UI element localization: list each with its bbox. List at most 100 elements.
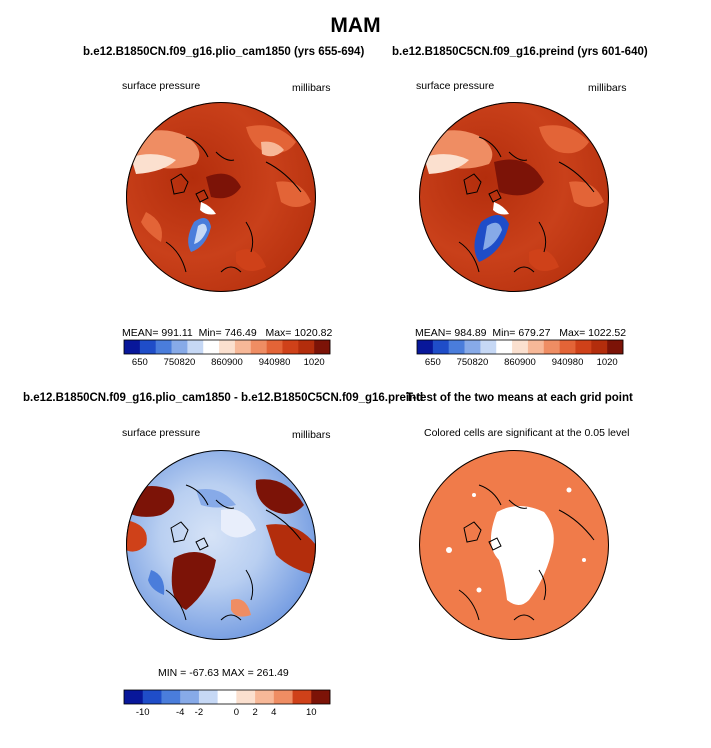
colorbar-swatch	[161, 690, 181, 704]
colorbar-tick-label: 820	[472, 357, 488, 368]
colorbar-swatch	[198, 690, 218, 704]
colorbar-tick-label: -10	[136, 707, 150, 718]
colorbar-tick-label: 980	[568, 357, 584, 368]
panel4-subtitle: Colored cells are significant at the 0.0…	[424, 427, 630, 439]
panel4-map	[419, 450, 609, 640]
colorbar-swatch	[432, 340, 449, 354]
panel3-map	[126, 450, 316, 640]
colorbar-swatch	[266, 340, 283, 354]
colorbar-swatch	[139, 340, 156, 354]
colorbar-tick-label: 980	[275, 357, 291, 368]
panel2-mean-value: 984.89	[454, 327, 487, 339]
colorbar-swatch	[217, 690, 237, 704]
colorbar-swatch	[124, 340, 141, 354]
colorbar-swatch	[124, 690, 144, 704]
colorbar-swatch	[273, 690, 293, 704]
colorbar-swatch	[171, 340, 188, 354]
panel3-variable: surface pressure	[122, 427, 201, 439]
colorbar-tick-label: 1020	[304, 357, 325, 368]
colorbar-swatch	[292, 690, 312, 704]
colorbar-swatch	[559, 340, 576, 354]
panel3-min-value: -67.63	[189, 667, 219, 679]
panel3-stats: MIN = -67.63 MAX = 261.49	[158, 667, 289, 679]
colorbar-tick-label: 860	[211, 357, 227, 368]
colorbar-swatch	[255, 690, 275, 704]
colorbar-swatch	[234, 340, 252, 354]
colorbar-tick-label: -2	[195, 707, 203, 718]
colorbar-swatch	[187, 340, 204, 354]
colorbar-swatch	[527, 340, 545, 354]
colorbar-tick-label: 650	[132, 357, 148, 368]
panel3-max-value: 261.49	[256, 667, 289, 679]
panel1-colorbar: 650 750 820 860 900 940 980 1020	[123, 339, 331, 368]
panel2-min-label: Min=	[492, 327, 516, 339]
panel1-min-value: 746.49	[224, 327, 257, 339]
colorbar-swatch	[496, 340, 513, 354]
colorbar-tick-label: 750	[457, 357, 473, 368]
colorbar-swatch	[480, 340, 497, 354]
colorbar-tick-label: 820	[179, 357, 195, 368]
panel2-colorbar: 650 750 820 860 900 940 980 1020	[416, 339, 624, 368]
colorbar-swatch	[543, 340, 560, 354]
colorbar-swatch	[180, 690, 200, 704]
colorbar-swatch	[236, 690, 256, 704]
panel1-max-value: 1020.82	[294, 327, 333, 339]
panel4-title: T-test of the two means at each grid poi…	[406, 392, 633, 404]
panel2-variable: surface pressure	[416, 80, 495, 92]
colorbar-swatch	[512, 340, 529, 354]
colorbar-tick-label: 940	[259, 357, 275, 368]
colorbar-tick-label: 1020	[597, 357, 618, 368]
colorbar-frame	[123, 339, 331, 355]
panel3-min-label: MIN =	[158, 667, 187, 679]
colorbar-tick-label: 750	[164, 357, 180, 368]
figure-title: MAM	[330, 14, 381, 37]
colorbar-swatch	[155, 340, 172, 354]
panel3-colorbar: -10 -4 -2 0 2 4 10	[123, 689, 331, 718]
colorbar-swatch	[448, 340, 465, 354]
colorbar-tick-label: -4	[176, 707, 184, 718]
panel2-title: b.e12.B1850C5CN.f09_g16.preind (yrs 601-…	[392, 46, 648, 58]
colorbar-swatch	[250, 340, 267, 354]
panel2-map	[419, 102, 609, 292]
panel2-stats: MEAN= 984.89 Min= 679.27 Max= 1022.52	[415, 327, 626, 339]
colorbar-swatch	[607, 340, 624, 354]
panel1-min-label: Min=	[198, 327, 222, 339]
colorbar-tick-label: 0	[234, 707, 239, 718]
panel1-title: b.e12.B1850CN.f09_g16.plio_cam1850 (yrs …	[83, 46, 365, 58]
colorbar-tick-label: 10	[306, 707, 317, 718]
panel2-mean-label: MEAN=	[415, 327, 452, 339]
panel1-stats: MEAN= 991.11 Min= 746.49 Max= 1020.82	[122, 327, 332, 339]
colorbar-swatch	[142, 690, 162, 704]
colorbar-frame	[123, 689, 331, 705]
colorbar-swatch	[575, 340, 592, 354]
panel2-max-value: 1022.52	[588, 327, 627, 339]
colorbar-swatch	[282, 340, 299, 354]
colorbar-swatch	[464, 340, 481, 354]
panel1-mean-label: MEAN=	[122, 327, 159, 339]
colorbar-swatch	[298, 340, 315, 354]
panel1-variable: surface pressure	[122, 80, 201, 92]
colorbar-tick-label: 2	[252, 707, 257, 718]
non-significant-area	[490, 506, 554, 605]
colorbar-frame	[416, 339, 624, 355]
panel1-map	[126, 102, 316, 292]
panel2-max-label: Max=	[559, 327, 586, 339]
panel2-min-value: 679.27	[518, 327, 551, 339]
panel3-max-label: MAX =	[221, 667, 254, 679]
colorbar-swatch	[311, 690, 331, 704]
panel1-units: millibars	[292, 82, 331, 94]
colorbar-tick-label: 650	[425, 357, 441, 368]
colorbar-swatch	[203, 340, 220, 354]
colorbar-swatch	[591, 340, 608, 354]
colorbar-tick-label: 4	[271, 707, 276, 718]
panel2-units: millibars	[588, 82, 627, 94]
colorbar-swatch	[314, 340, 331, 354]
colorbar-swatch	[417, 340, 434, 354]
panel3-units: millibars	[292, 429, 331, 441]
colorbar-tick-label: 900	[227, 357, 243, 368]
panel3-title: b.e12.B1850CN.f09_g16.plio_cam1850 - b.e…	[23, 392, 424, 404]
colorbar-tick-label: 900	[520, 357, 536, 368]
panel1-mean-value: 991.11	[161, 327, 193, 339]
colorbar-tick-label: 940	[552, 357, 568, 368]
colorbar-swatch	[219, 340, 236, 354]
